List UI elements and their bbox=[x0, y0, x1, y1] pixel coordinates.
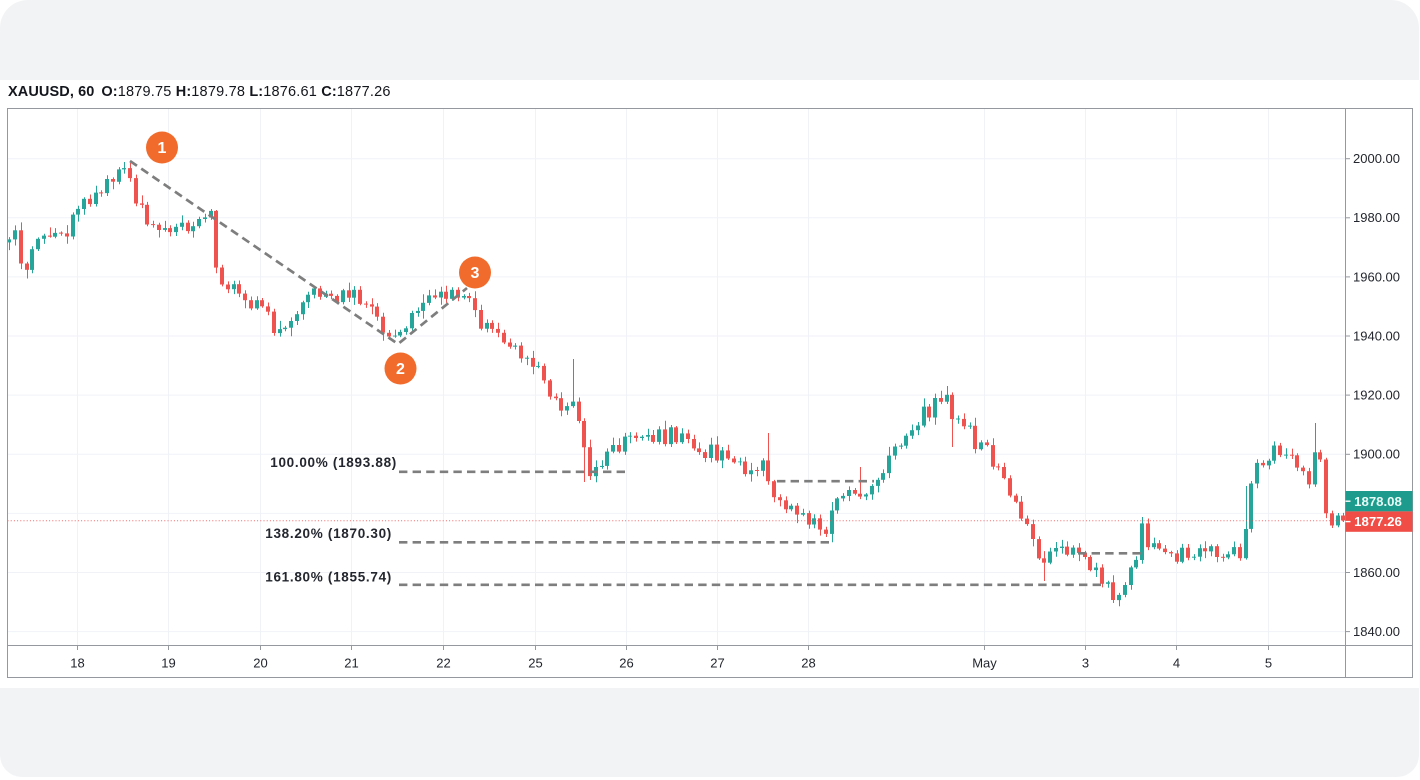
svg-text:1940.00: 1940.00 bbox=[1353, 328, 1400, 343]
svg-text:25: 25 bbox=[528, 656, 542, 671]
svg-text:1860.00: 1860.00 bbox=[1353, 565, 1400, 580]
svg-text:1980.00: 1980.00 bbox=[1353, 210, 1400, 225]
svg-text:1877.26: 1877.26 bbox=[1354, 514, 1402, 529]
svg-text:2: 2 bbox=[396, 361, 405, 378]
svg-text:27: 27 bbox=[710, 656, 724, 671]
svg-text:5: 5 bbox=[1265, 656, 1272, 671]
svg-text:26: 26 bbox=[619, 656, 633, 671]
svg-text:22: 22 bbox=[436, 656, 450, 671]
svg-text:161.80% (1855.74): 161.80% (1855.74) bbox=[265, 570, 392, 585]
svg-text:2000.00: 2000.00 bbox=[1353, 151, 1400, 166]
svg-text:1: 1 bbox=[158, 140, 167, 157]
svg-text:1920.00: 1920.00 bbox=[1353, 388, 1400, 403]
svg-text:19: 19 bbox=[161, 656, 175, 671]
svg-text:May: May bbox=[972, 656, 997, 671]
svg-text:28: 28 bbox=[801, 656, 815, 671]
svg-text:3: 3 bbox=[471, 265, 480, 282]
svg-text:18: 18 bbox=[70, 656, 84, 671]
svg-text:4: 4 bbox=[1173, 656, 1180, 671]
svg-text:100.00% (1893.88): 100.00% (1893.88) bbox=[270, 455, 397, 470]
svg-text:1900.00: 1900.00 bbox=[1353, 447, 1400, 462]
svg-text:1840.00: 1840.00 bbox=[1353, 624, 1400, 639]
svg-text:3: 3 bbox=[1082, 656, 1089, 671]
svg-text:21: 21 bbox=[344, 656, 358, 671]
svg-text:1960.00: 1960.00 bbox=[1353, 269, 1400, 284]
svg-text:1878.08: 1878.08 bbox=[1354, 494, 1402, 509]
svg-text:138.20% (1870.30): 138.20% (1870.30) bbox=[265, 526, 392, 541]
svg-text:20: 20 bbox=[253, 656, 267, 671]
